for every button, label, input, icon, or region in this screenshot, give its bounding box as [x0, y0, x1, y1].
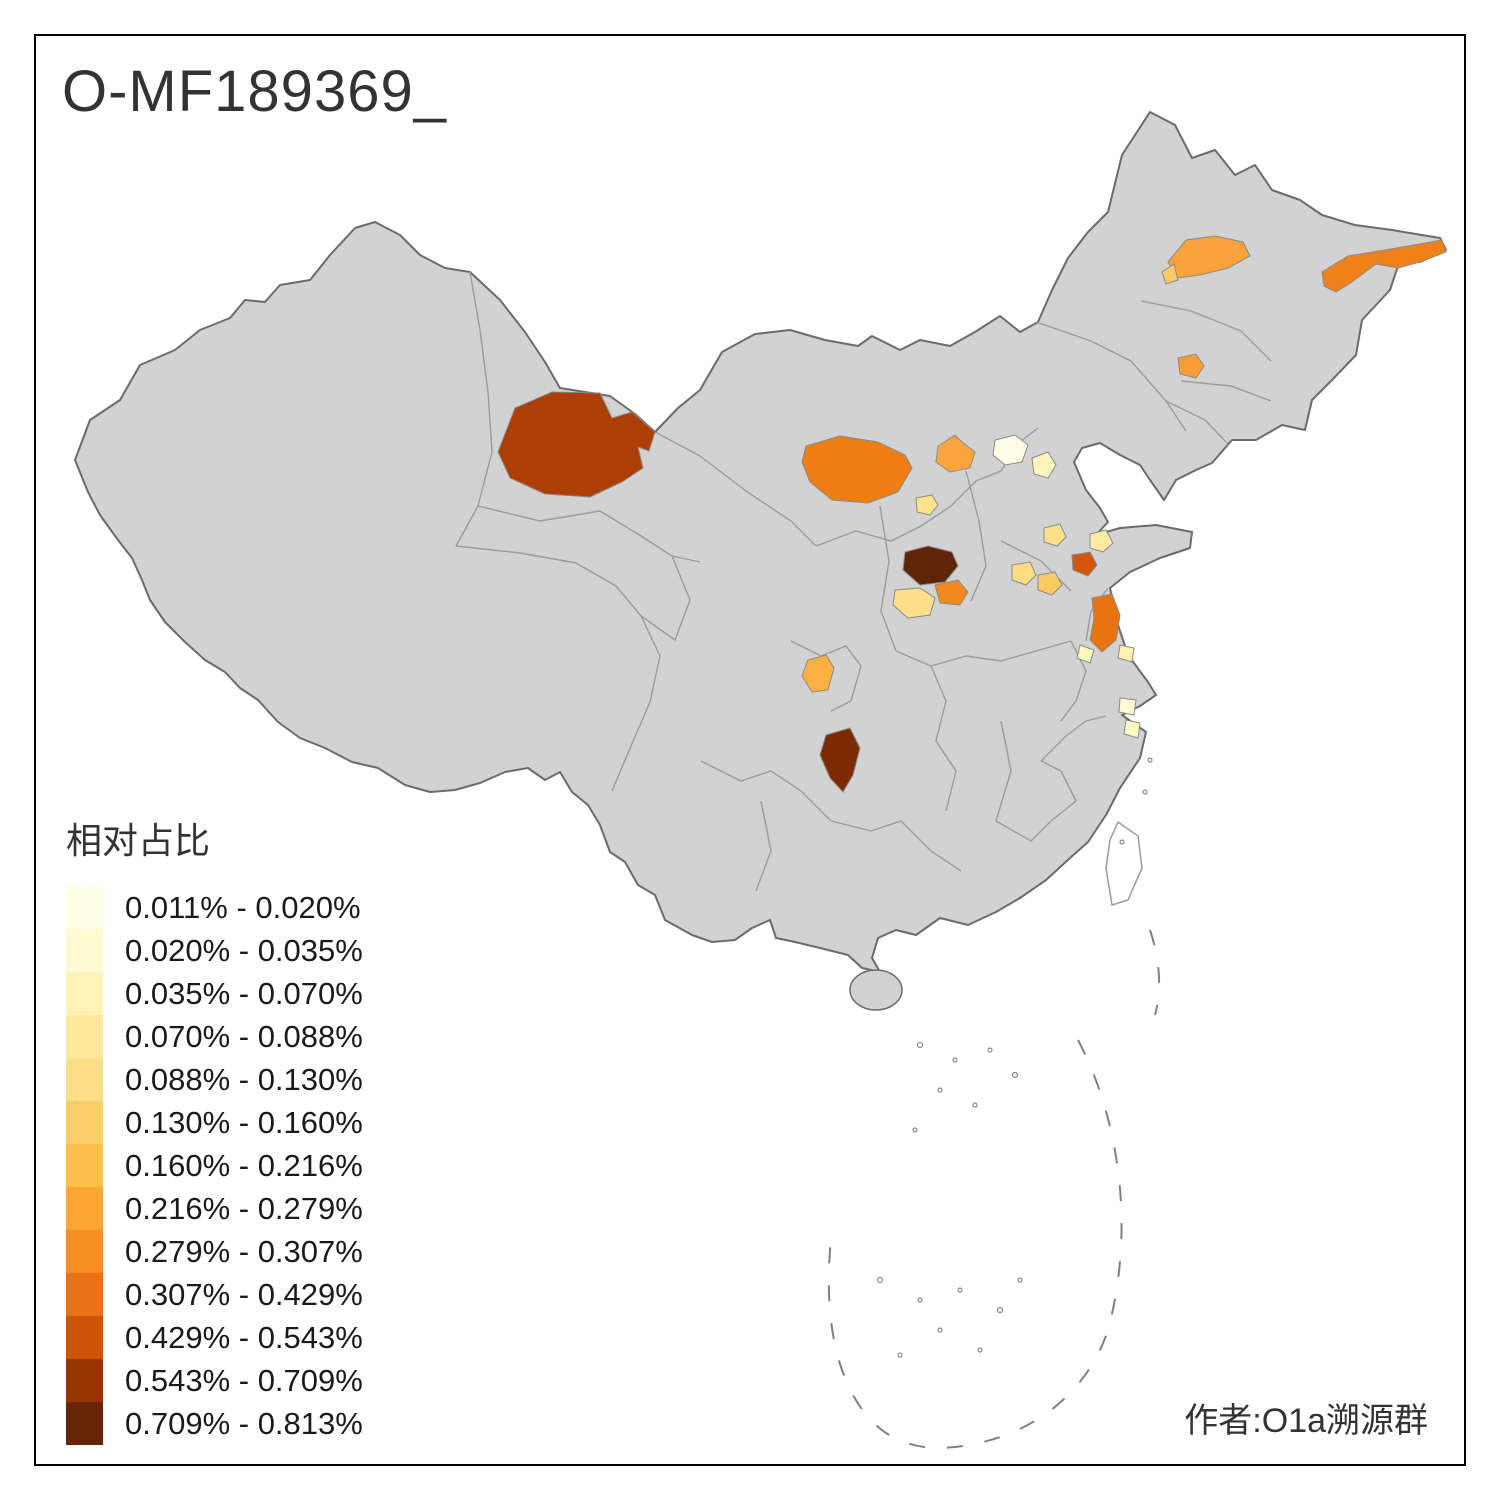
- legend-item: 0.020% - 0.035%: [66, 929, 363, 972]
- legend-label: 0.709% - 0.813%: [125, 1405, 363, 1441]
- map-region-highlight-heilongjiang-north: [1167, 235, 1251, 279]
- map-region-highlight-shanxi-north: [915, 494, 939, 516]
- legend-label: 0.216% - 0.279%: [125, 1190, 363, 1226]
- legend-swatch: [66, 1101, 103, 1144]
- legend-swatch: [66, 1015, 103, 1058]
- legend-swatch: [66, 1144, 103, 1187]
- map-region-highlight-heilongjiang-east: [1321, 239, 1447, 293]
- legend-swatch: [66, 972, 103, 1015]
- legend: 相对占比 0.011% - 0.020% 0.020% - 0.035% 0.0…: [66, 812, 363, 1445]
- legend-label: 0.307% - 0.429%: [125, 1276, 363, 1312]
- attribution-text: 作者:O1a溯源群: [1184, 1402, 1428, 1440]
- legend-swatch: [66, 1273, 103, 1316]
- page-title: O-MF189369_: [62, 59, 447, 124]
- map-region-highlight-henan-yellow-b: [1037, 571, 1063, 596]
- legend-item: 0.429% - 0.543%: [66, 1316, 363, 1359]
- legend-item: 0.130% - 0.160%: [66, 1101, 363, 1144]
- map-region-highlight-hami: [497, 391, 656, 498]
- legend-item: 0.070% - 0.088%: [66, 1015, 363, 1058]
- legend-title: 相对占比: [66, 820, 211, 861]
- legend-item: 0.216% - 0.279%: [66, 1187, 363, 1230]
- map-region-highlight-jiangsu-orange: [1089, 593, 1121, 653]
- legend-item: 0.307% - 0.429%: [66, 1273, 363, 1316]
- legend-label: 0.130% - 0.160%: [125, 1104, 363, 1140]
- legend-swatch: [66, 1230, 103, 1273]
- legend-swatch: [66, 929, 103, 972]
- legend-swatch: [66, 1316, 103, 1359]
- legend-item: 0.160% - 0.216%: [66, 1144, 363, 1187]
- map-region-highlight-jilin-small: [1177, 353, 1205, 379]
- nine-dash-line: [827, 929, 1161, 1450]
- highlighted-regions: [497, 235, 1447, 793]
- legend-swatch: [66, 1402, 103, 1445]
- legend-item: 0.035% - 0.070%: [66, 972, 363, 1015]
- map-region-highlight-chongqing-orange: [801, 654, 835, 693]
- legend-label: 0.011% - 0.020%: [125, 889, 361, 925]
- map-region-highlight-heilongjiang-pale-tip: [1161, 263, 1179, 285]
- map-region-highlight-tianjin: [1031, 451, 1057, 479]
- island-dots: [876, 757, 1153, 1358]
- legend-label: 0.088% - 0.130%: [125, 1061, 363, 1097]
- taiwan-island: [1105, 820, 1143, 906]
- legend-label: 0.543% - 0.709%: [125, 1362, 363, 1398]
- map-region-highlight-sanmenxia-orange: [934, 579, 969, 606]
- legend-label: 0.160% - 0.216%: [125, 1147, 363, 1183]
- map-region-highlight-shanxi-south-dark: [902, 545, 959, 586]
- plot-border-frame: [34, 34, 1466, 1466]
- map-region-highlight-shandong-pale: [1089, 529, 1114, 553]
- map-region-highlight-hohhot: [935, 434, 976, 473]
- province-borders: [455, 271, 1272, 892]
- legend-swatch: [66, 886, 103, 929]
- map-region-highlight-ordos: [801, 435, 913, 504]
- legend-item: 0.011% - 0.020%: [66, 886, 363, 929]
- map-region-highlight-zhejiang-pale-a: [1118, 697, 1137, 716]
- map-region-highlight-shandong-west-red: [1071, 551, 1098, 577]
- legend-swatch: [66, 1187, 103, 1230]
- map-region-highlight-hunan-west-dark: [819, 727, 861, 793]
- legend-label: 0.279% - 0.307%: [125, 1233, 363, 1269]
- legend-label: 0.020% - 0.035%: [125, 932, 363, 968]
- legend-swatch: [66, 1359, 103, 1402]
- map-region-highlight-zhejiang-pale-b: [1123, 719, 1141, 739]
- legend-label: 0.035% - 0.070%: [125, 975, 363, 1011]
- map-region-highlight-jiangsu-pale-a: [1076, 644, 1095, 664]
- legend-swatch: [66, 1058, 103, 1101]
- legend-item: 0.279% - 0.307%: [66, 1230, 363, 1273]
- map-region-highlight-henan-yellow-a: [1011, 561, 1037, 586]
- hainan-island: [849, 969, 903, 1011]
- map-region-highlight-jinan-yellow: [1043, 523, 1067, 547]
- map-region-highlight-beijing: [992, 434, 1029, 466]
- map-region-highlight-jiangsu-pale-b: [1117, 644, 1135, 663]
- map-region-highlight-weinan-yellow: [892, 587, 936, 619]
- legend-item: 0.543% - 0.709%: [66, 1359, 363, 1402]
- legend-label: 0.070% - 0.088%: [125, 1018, 363, 1054]
- legend-item: 0.709% - 0.813%: [66, 1402, 363, 1445]
- legend-label: 0.429% - 0.543%: [125, 1319, 363, 1355]
- china-mainland: [74, 111, 1447, 973]
- legend-item: 0.088% - 0.130%: [66, 1058, 363, 1101]
